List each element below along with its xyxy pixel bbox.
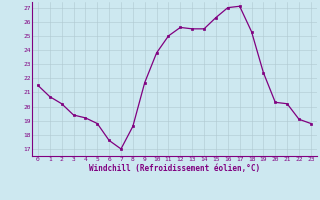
X-axis label: Windchill (Refroidissement éolien,°C): Windchill (Refroidissement éolien,°C): [89, 164, 260, 173]
